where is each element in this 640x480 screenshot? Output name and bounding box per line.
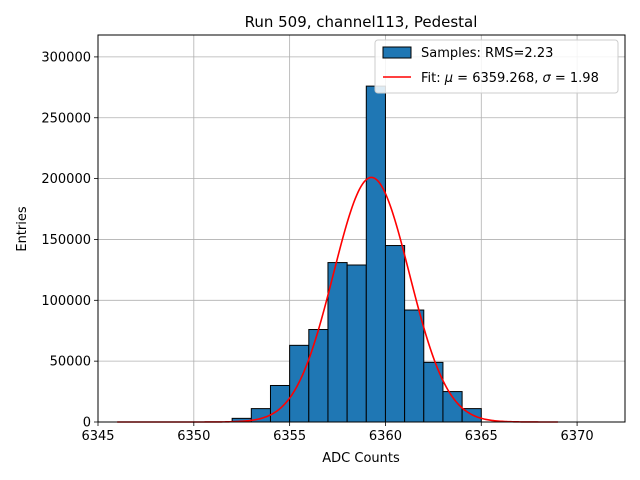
y-tick-label: 250000 [41, 111, 91, 126]
histogram-bar [308, 329, 329, 423]
y-tick-label: 200000 [41, 172, 91, 187]
x-tick-label: 6365 [465, 429, 498, 444]
legend-fit-prefix: Fit: [421, 71, 445, 86]
histogram-bar [365, 85, 386, 423]
histogram-bar [404, 309, 425, 423]
y-tick-label: 100000 [41, 294, 91, 309]
y-tick-label: 150000 [41, 233, 91, 248]
legend-fit-sigma-value: = 1.98 [551, 71, 599, 86]
legend-fit-mu-value: = 6359.268, [453, 71, 542, 86]
histogram-bar [269, 384, 291, 423]
x-tick-label: 6355 [273, 429, 306, 444]
histogram-bar [346, 264, 367, 423]
y-tick-label: 50000 [50, 355, 91, 370]
legend-fit-mu-symbol: μ [444, 71, 453, 86]
legend-fit-label: Fit: μ = 6359.268, σ = 1.98 [421, 71, 599, 86]
legend-box [374, 39, 619, 94]
legend-histogram-label: Samples: RMS=2.23 [421, 46, 553, 61]
x-tick-label: 6345 [81, 429, 114, 444]
y-tick-label: 300000 [41, 50, 91, 65]
x-tick-label: 6350 [177, 429, 210, 444]
plot-frame [97, 34, 626, 423]
x-axis-ticks: 6345 6350 6355 6360 6365 6370 [81, 422, 594, 444]
histogram-bars [231, 85, 482, 423]
legend-histogram-swatch [382, 46, 412, 59]
y-tick-label: 0 [83, 416, 91, 431]
histogram-bar [384, 245, 406, 423]
x-tick-label: 6370 [561, 429, 594, 444]
grid-lines [97, 35, 625, 423]
histogram-bar [423, 361, 444, 423]
x-axis-title: ADC Counts [322, 451, 400, 466]
legend-fit-sigma-symbol: σ [543, 71, 552, 86]
legend: Samples: RMS=2.23 Fit: μ = 6359.268, σ =… [374, 39, 619, 94]
chart-title: Run 509, channel113, Pedestal [245, 13, 478, 31]
y-axis-title: Entries [15, 206, 30, 252]
y-axis-ticks: 0 50000 100000 150000 200000 250000 300000 [41, 50, 98, 431]
x-tick-label: 6360 [369, 429, 402, 444]
